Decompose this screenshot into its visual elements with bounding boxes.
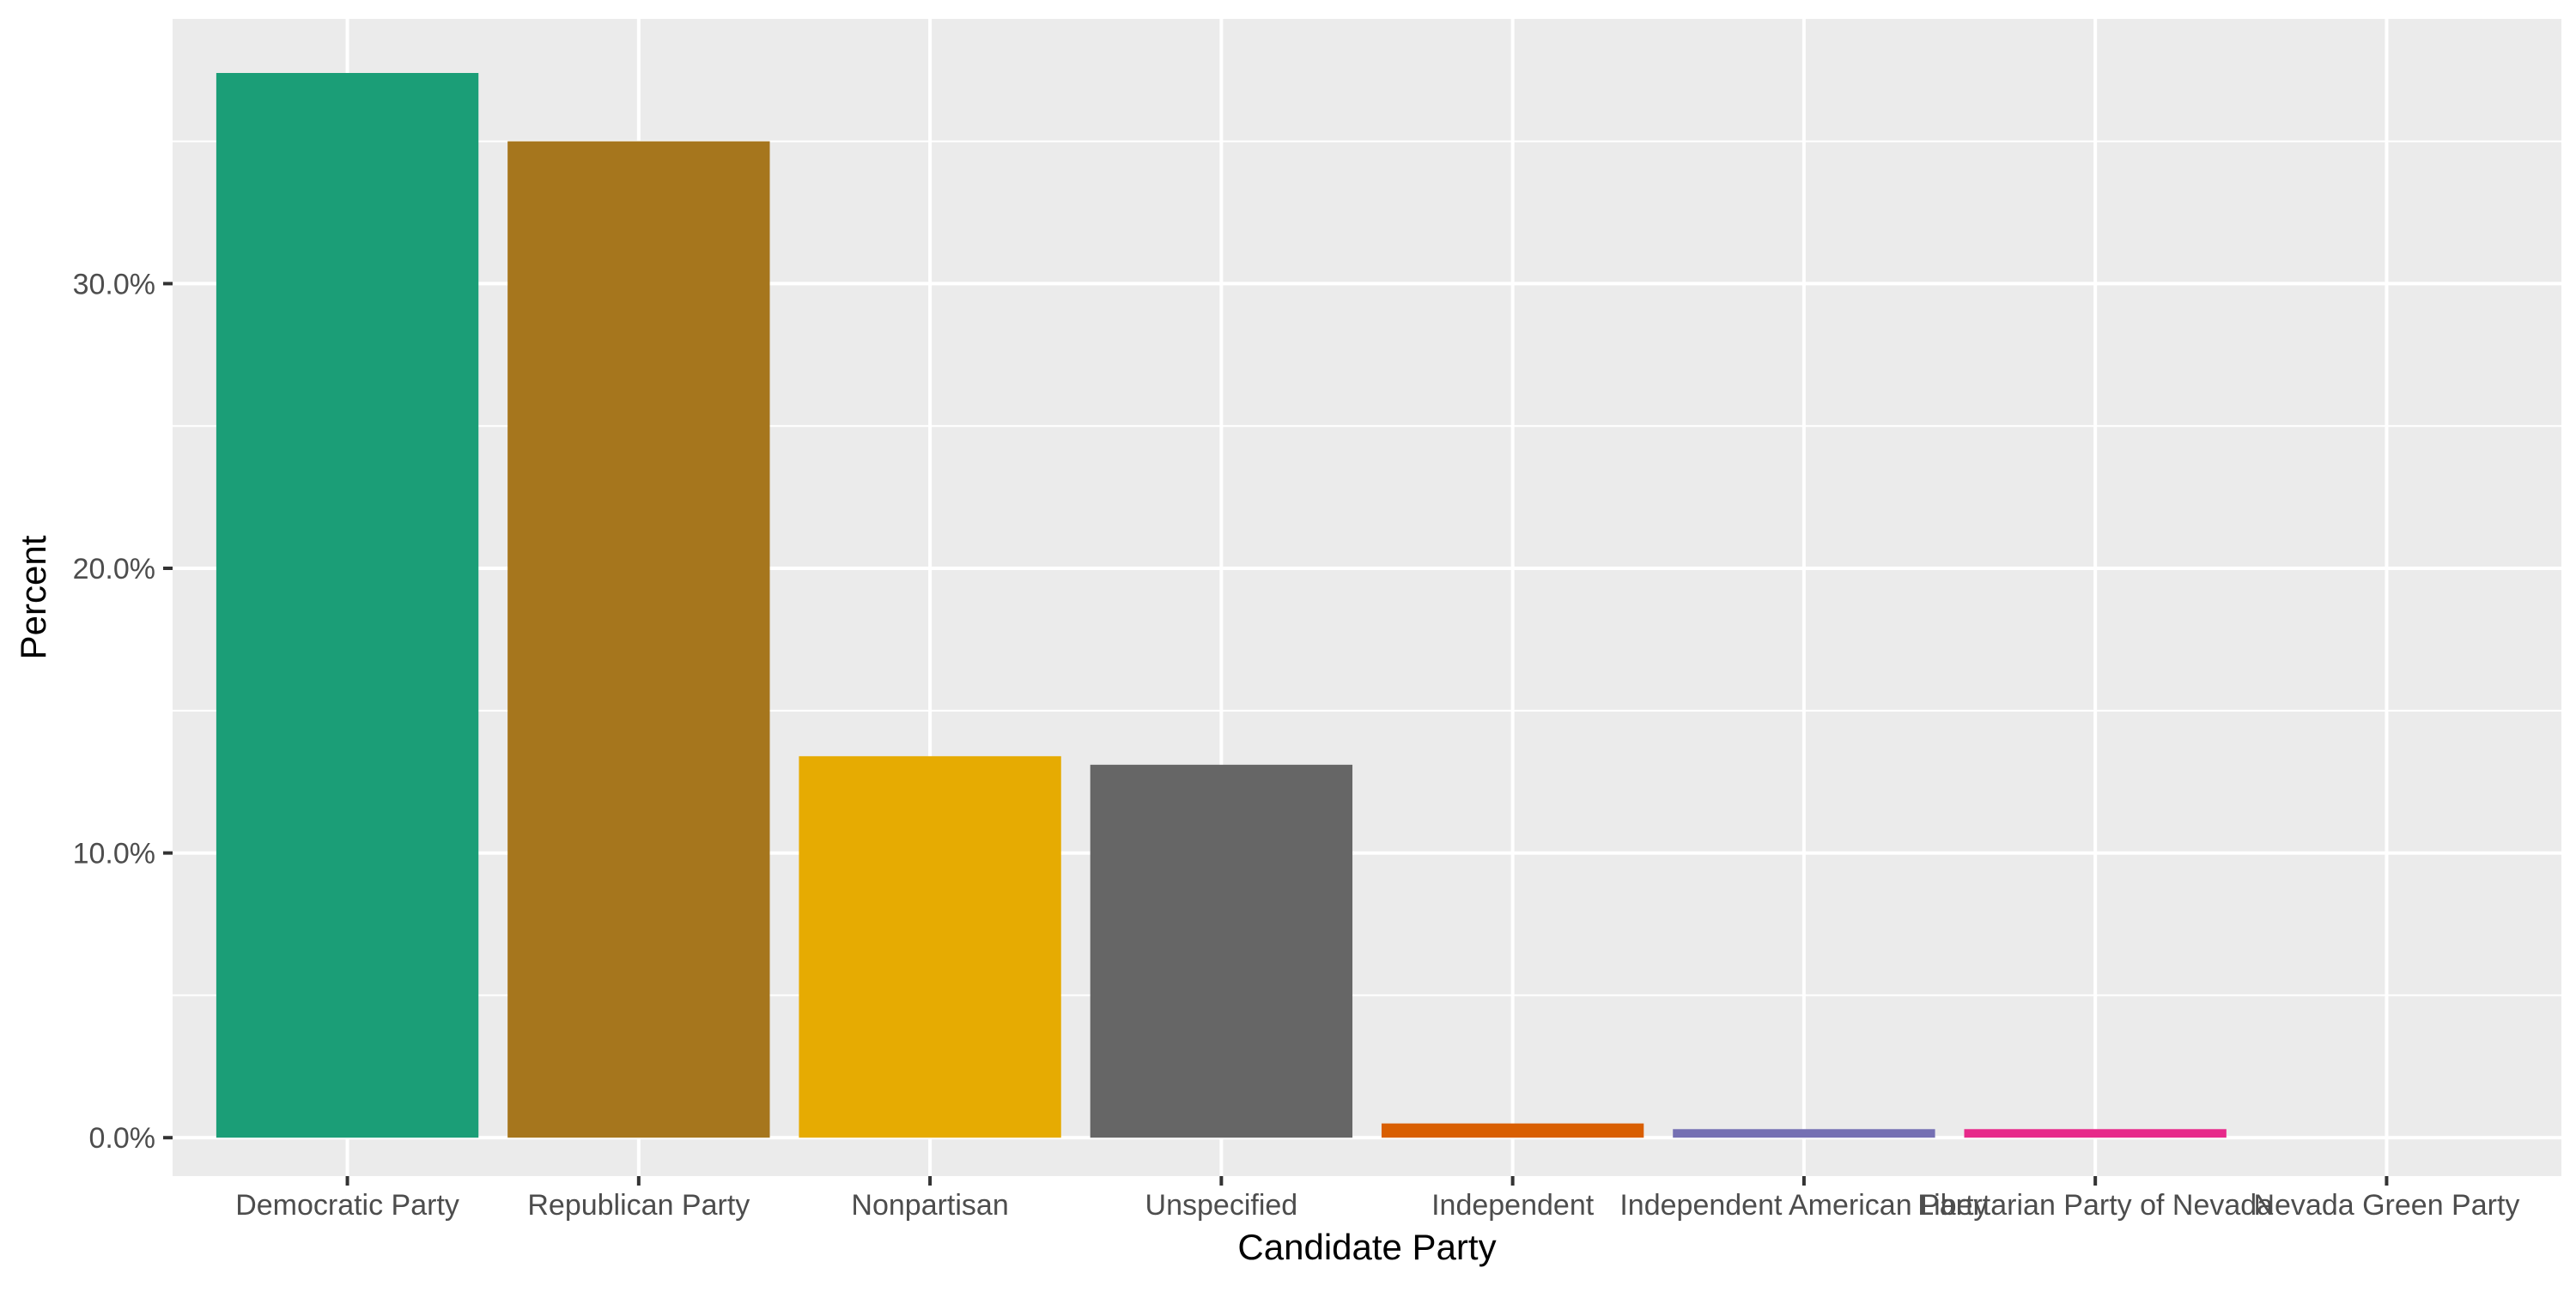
x-axis-title: Candidate Party — [1237, 1227, 1496, 1267]
bars — [216, 73, 2227, 1138]
x-tick-label: Unspecified — [1145, 1189, 1298, 1222]
bar — [507, 141, 770, 1138]
x-tick-label: Republican Party — [527, 1189, 750, 1222]
x-tick-label: Independent American Party — [1619, 1189, 1988, 1222]
bar — [1381, 1123, 1644, 1138]
y-tick-label: 10.0% — [73, 838, 155, 870]
x-tick-label: Independent — [1431, 1189, 1595, 1222]
bar — [1673, 1129, 1935, 1138]
bar — [216, 73, 479, 1138]
y-axis-title: Percent — [13, 535, 53, 659]
x-tick-label: Nevada Green Party — [2253, 1189, 2519, 1222]
x-tick-label: Libertarian Party of Nevada — [1917, 1189, 2273, 1222]
x-axis: Democratic Party Republican Party Nonparti… — [235, 1176, 2519, 1222]
y-axis: 0.0% 10.0% 20.0% 30.0% — [73, 268, 173, 1155]
bar — [799, 755, 1061, 1138]
bar — [1964, 1129, 2227, 1138]
y-tick-label: 0.0% — [89, 1122, 156, 1155]
x-tick-label: Democratic Party — [235, 1189, 459, 1222]
bar — [1090, 764, 1353, 1138]
y-tick-label: 30.0% — [73, 268, 155, 300]
y-tick-label: 20.0% — [73, 553, 155, 585]
x-tick-label: Nonpartisan — [851, 1189, 1008, 1222]
